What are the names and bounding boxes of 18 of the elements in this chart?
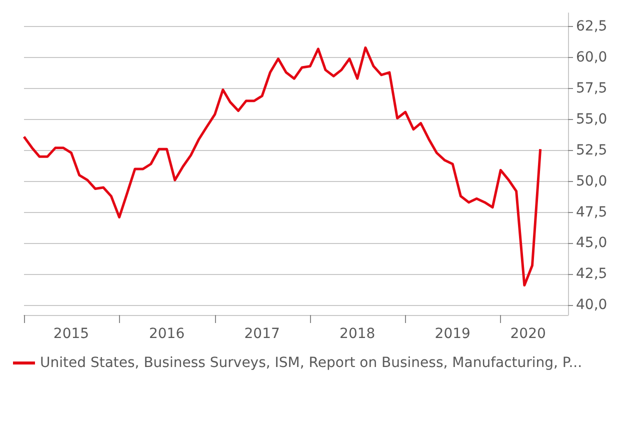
legend-label: United States, Business Surveys, ISM, Report on Business, Manufacturing, P... bbox=[40, 355, 582, 371]
y-tick-label: 40,0 bbox=[576, 297, 608, 314]
y-tick-label: 45,0 bbox=[576, 235, 608, 252]
y-tick-label: 55,0 bbox=[576, 111, 608, 128]
x-tick-label: 2019 bbox=[434, 326, 470, 342]
x-tick-label: 2018 bbox=[340, 326, 376, 342]
y-tick-label: 62,5 bbox=[576, 18, 608, 35]
y-tick-label: 52,5 bbox=[576, 142, 608, 158]
y-tick-label: 60,0 bbox=[576, 50, 608, 66]
x-tick-label: 2015 bbox=[53, 326, 90, 342]
y-tick-label: 42,5 bbox=[576, 266, 608, 282]
y-tick-label: 47,5 bbox=[576, 204, 608, 220]
x-tick-label: 2017 bbox=[244, 326, 280, 342]
x-tick-label: 2020 bbox=[510, 326, 546, 342]
y-tick-label: 57,5 bbox=[576, 80, 608, 96]
line-series bbox=[22, 46, 542, 287]
y-tick-label: 50,0 bbox=[576, 173, 608, 190]
x-tick-label: 2016 bbox=[148, 326, 185, 342]
